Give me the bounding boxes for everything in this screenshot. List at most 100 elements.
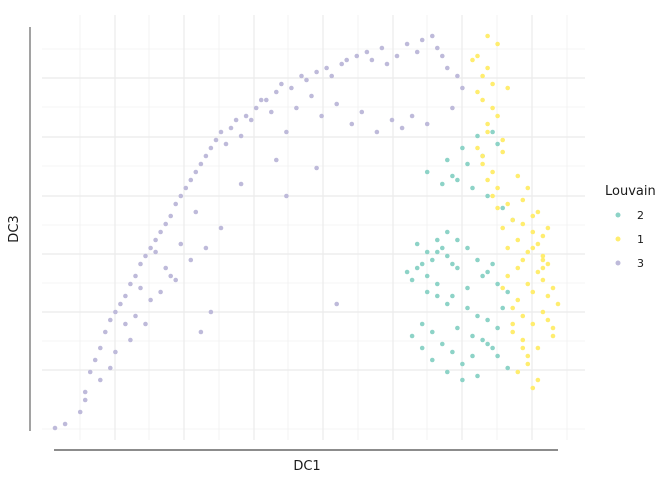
data-point-cluster-3 <box>284 129 289 135</box>
data-point-cluster-1 <box>540 233 546 239</box>
data-point-cluster-3 <box>404 41 410 47</box>
data-point-cluster-3 <box>384 61 390 67</box>
data-point-cluster-2 <box>490 261 495 267</box>
data-point-cluster-1 <box>475 53 480 59</box>
legend-label-1: 1 <box>637 233 644 246</box>
data-point-cluster-2 <box>500 205 506 211</box>
data-point-cluster-1 <box>530 321 536 327</box>
data-point-cluster-2 <box>495 141 500 147</box>
data-point-cluster-3 <box>253 105 259 111</box>
data-point-cluster-3 <box>394 53 400 59</box>
data-point-cluster-1 <box>510 329 515 335</box>
data-point-cluster-3 <box>208 309 214 315</box>
data-point-cluster-3 <box>364 49 370 55</box>
data-point-cluster-1 <box>520 313 526 319</box>
data-point-cluster-3 <box>178 241 184 247</box>
data-point-cluster-1 <box>510 217 515 223</box>
data-point-cluster-1 <box>480 97 485 103</box>
data-point-cluster-1 <box>540 277 546 283</box>
data-point-cluster-2 <box>424 169 430 175</box>
data-point-cluster-3 <box>369 57 375 63</box>
data-point-cluster-1 <box>490 193 495 199</box>
data-point-cluster-3 <box>304 77 309 83</box>
data-point-cluster-3 <box>424 121 430 127</box>
data-point-cluster-1 <box>500 285 506 291</box>
data-point-cluster-1 <box>485 65 490 71</box>
data-point-cluster-1 <box>495 41 500 47</box>
data-point-cluster-3 <box>314 69 319 75</box>
data-point-cluster-2 <box>435 237 440 243</box>
data-point-cluster-3 <box>77 409 83 415</box>
data-point-cluster-2 <box>424 273 430 279</box>
data-point-cluster-2 <box>435 281 440 287</box>
data-point-cluster-2 <box>480 337 485 343</box>
data-point-cluster-3 <box>98 345 103 351</box>
data-point-cluster-2 <box>450 293 455 299</box>
data-point-cluster-1 <box>555 301 561 307</box>
data-point-cluster-1 <box>490 105 495 111</box>
data-point-cluster-1 <box>490 169 495 175</box>
data-point-cluster-3 <box>198 329 204 335</box>
data-point-cluster-3 <box>374 129 380 135</box>
data-point-cluster-3 <box>309 93 314 99</box>
data-point-cluster-2 <box>465 245 470 251</box>
data-point-cluster-2 <box>445 369 450 375</box>
data-point-cluster-1 <box>485 177 490 183</box>
data-point-cluster-3 <box>82 389 88 395</box>
data-point-cluster-1 <box>480 153 485 159</box>
data-point-cluster-1 <box>535 241 541 247</box>
data-point-cluster-2 <box>465 285 470 291</box>
data-point-cluster-3 <box>173 201 178 207</box>
data-point-cluster-3 <box>153 237 158 243</box>
data-point-cluster-3 <box>314 165 319 171</box>
data-point-cluster-3 <box>324 65 329 71</box>
data-point-cluster-3 <box>299 73 304 79</box>
data-point-cluster-2 <box>419 321 425 327</box>
data-point-cluster-3 <box>203 245 209 251</box>
data-point-cluster-2 <box>485 341 490 347</box>
data-point-cluster-2 <box>404 269 410 275</box>
data-point-cluster-1 <box>515 297 521 303</box>
data-point-cluster-1 <box>550 325 556 331</box>
data-point-cluster-1 <box>545 317 551 323</box>
data-point-cluster-2 <box>430 329 435 335</box>
data-point-cluster-3 <box>123 293 128 299</box>
data-point-cluster-2 <box>419 345 425 351</box>
data-point-cluster-3 <box>52 425 58 431</box>
data-point-cluster-2 <box>465 161 470 167</box>
data-point-cluster-2 <box>414 265 420 271</box>
data-point-cluster-2 <box>470 185 475 191</box>
data-point-cluster-2 <box>480 273 485 279</box>
data-point-cluster-1 <box>540 309 546 315</box>
data-point-cluster-3 <box>208 145 214 151</box>
data-point-cluster-3 <box>264 97 269 103</box>
data-point-cluster-3 <box>87 369 93 375</box>
data-point-cluster-1 <box>520 221 526 227</box>
data-point-cluster-2 <box>475 373 480 379</box>
data-point-cluster-1 <box>520 337 526 343</box>
data-point-cluster-3 <box>168 273 173 279</box>
data-point-cluster-3 <box>243 113 249 119</box>
data-point-cluster-1 <box>530 289 536 295</box>
data-point-cluster-3 <box>440 53 445 59</box>
data-point-cluster-3 <box>113 309 118 315</box>
data-point-cluster-3 <box>269 109 274 115</box>
data-point-cluster-2 <box>435 293 440 299</box>
data-point-cluster-2 <box>445 301 450 307</box>
data-point-cluster-3 <box>82 397 88 403</box>
data-point-cluster-3 <box>354 53 360 59</box>
legend-key-1 <box>615 236 621 242</box>
data-point-cluster-3 <box>379 45 385 51</box>
data-point-cluster-3 <box>158 289 163 295</box>
data-point-cluster-1 <box>515 265 521 271</box>
data-point-cluster-1 <box>545 225 551 231</box>
data-point-cluster-3 <box>203 153 209 159</box>
data-point-cluster-3 <box>128 337 133 343</box>
legend-label-3: 3 <box>637 257 644 270</box>
data-point-cluster-3 <box>334 101 340 107</box>
data-point-cluster-2 <box>455 177 460 183</box>
data-point-cluster-2 <box>445 253 450 259</box>
data-point-cluster-2 <box>460 145 465 151</box>
data-point-cluster-1 <box>470 57 475 63</box>
